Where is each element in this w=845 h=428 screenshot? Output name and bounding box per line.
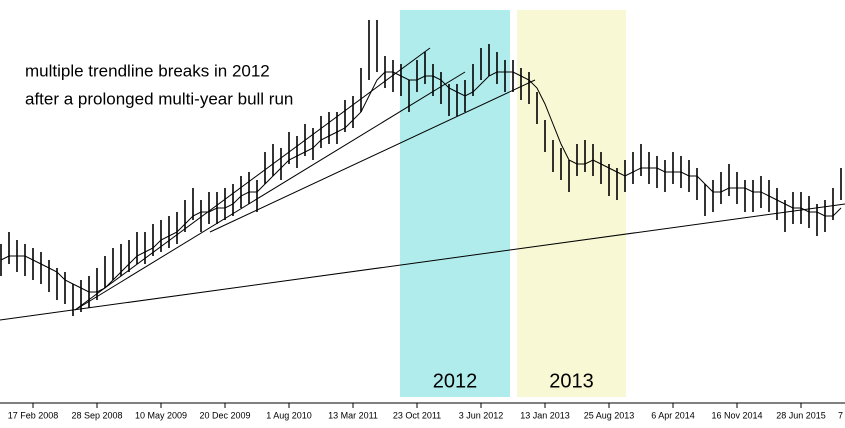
x-tick-label: 13 Mar 2011 bbox=[328, 410, 378, 420]
x-tick-label: 13 Jan 2013 bbox=[520, 410, 570, 420]
region-label: 2013 bbox=[549, 370, 594, 392]
x-tick-label: 3 Jun 2012 bbox=[459, 410, 504, 420]
trendline bbox=[209, 79, 536, 233]
x-tick-label: 6 Apr 2014 bbox=[651, 410, 695, 420]
x-tick-label: 7 bbox=[838, 410, 843, 420]
x-tick-label: 17 Feb 2008 bbox=[8, 410, 59, 420]
trendline bbox=[74, 47, 431, 311]
x-tick-label: 16 Nov 2014 bbox=[711, 410, 762, 420]
trendline bbox=[74, 71, 466, 311]
x-tick-label: 25 Aug 2013 bbox=[584, 410, 635, 420]
region bbox=[517, 10, 626, 397]
region-label: 2012 bbox=[433, 370, 478, 392]
x-tick-label: 28 Jun 2015 bbox=[776, 410, 826, 420]
moving-average bbox=[0, 71, 842, 293]
x-tick-label: 23 Oct 2011 bbox=[393, 410, 441, 420]
plot bbox=[0, 20, 845, 321]
x-tick-label: 28 Sep 2008 bbox=[71, 410, 122, 420]
x-tick-label: 10 May 2009 bbox=[135, 410, 187, 420]
annotation: multiple trendline breaks in 2012 bbox=[25, 61, 270, 80]
trendline bbox=[0, 203, 845, 321]
x-tick-label: 1 Aug 2010 bbox=[266, 410, 312, 420]
annotation: after a prolonged multi-year bull run bbox=[25, 89, 293, 108]
x-tick-label: 20 Dec 2009 bbox=[199, 410, 250, 420]
